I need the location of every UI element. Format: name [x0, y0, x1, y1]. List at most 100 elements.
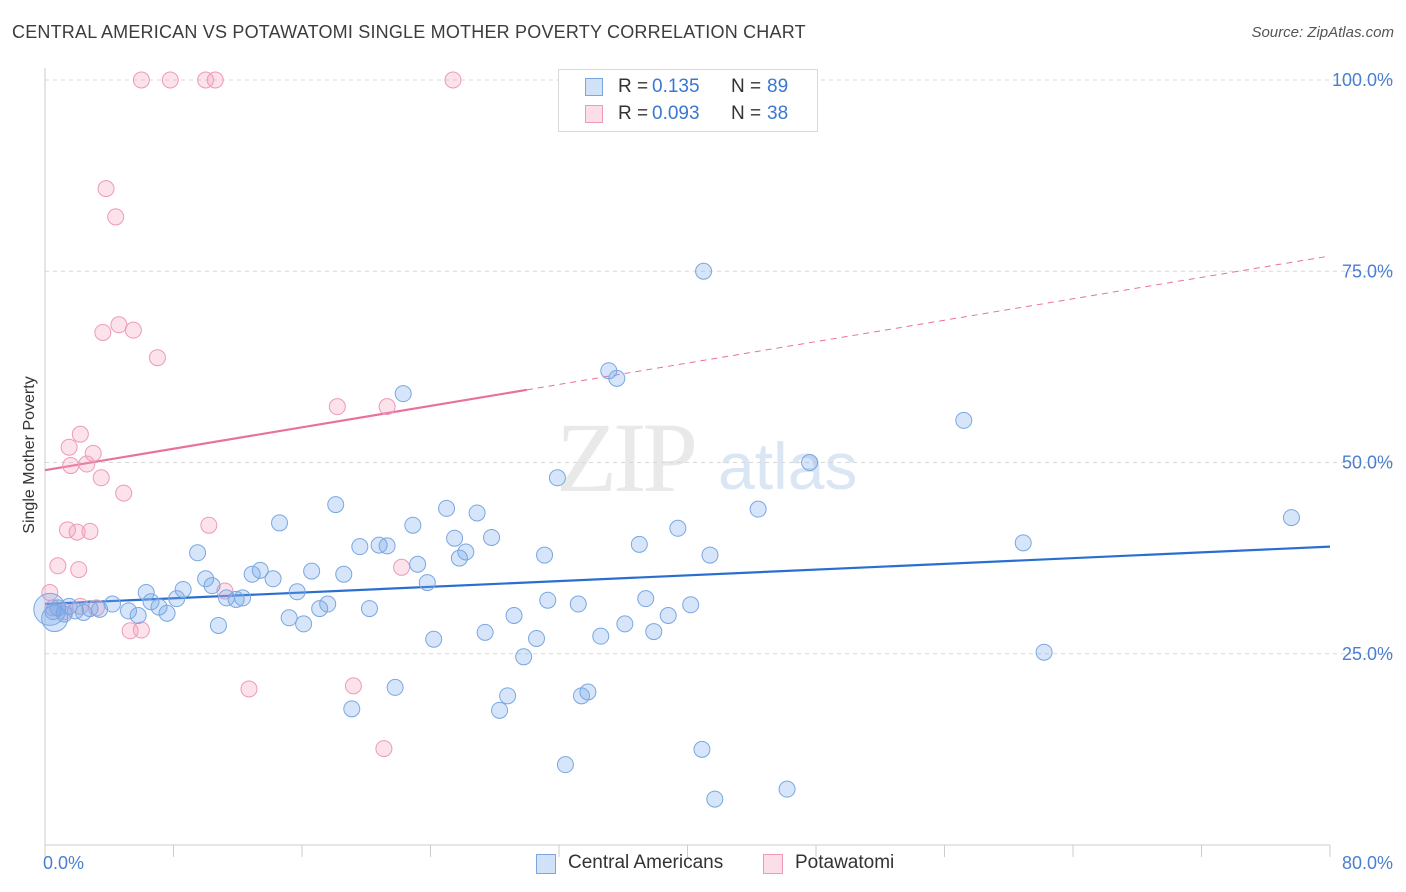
- data-points: [33, 71, 1300, 808]
- point-central-american: [425, 630, 443, 648]
- point-potawatomi: [240, 680, 258, 698]
- x-tick-label: 80.0%: [1342, 853, 1393, 873]
- point-central-american: [695, 262, 713, 280]
- y-tick-label: 75.0%: [1342, 261, 1393, 281]
- point-potawatomi: [148, 349, 166, 367]
- point-central-american: [386, 678, 404, 696]
- point-central-american: [1035, 643, 1053, 661]
- point-central-american: [303, 562, 321, 580]
- legend-r-label: R =: [618, 103, 649, 124]
- point-central-american: [311, 600, 329, 618]
- point-central-american: [457, 543, 475, 561]
- bottom-legend-swatch-pink: [763, 854, 783, 874]
- point-central-american: [209, 616, 227, 634]
- point-central-american: [251, 561, 269, 579]
- point-potawatomi: [49, 557, 67, 575]
- point-central-american: [378, 537, 396, 555]
- point-central-american: [483, 528, 501, 546]
- point-central-american: [280, 609, 298, 627]
- point-central-american: [351, 538, 369, 556]
- point-central-american: [499, 687, 517, 705]
- trend-line-potawatomi-extension: [526, 255, 1331, 391]
- point-central-american: [227, 590, 245, 608]
- y-tick-label: 25.0%: [1342, 644, 1393, 664]
- point-potawatomi: [68, 523, 86, 541]
- point-central-american: [608, 369, 626, 387]
- point-central-american: [630, 535, 648, 553]
- point-central-american: [103, 595, 121, 613]
- legend-n-value: 38: [767, 103, 789, 124]
- point-central-american: [174, 580, 192, 598]
- point-potawatomi: [393, 558, 411, 576]
- point-potawatomi: [378, 398, 396, 416]
- legend-n-label: N =: [731, 103, 762, 124]
- axes: [44, 68, 1331, 857]
- point-central-american: [592, 627, 610, 645]
- point-central-american: [505, 607, 523, 624]
- point-central-american: [476, 623, 494, 641]
- point-potawatomi: [344, 677, 362, 695]
- point-central-american: [669, 519, 687, 537]
- point-potawatomi: [444, 71, 462, 89]
- legend-n-label: N =: [731, 76, 762, 97]
- legend-n-value: 89: [767, 76, 789, 97]
- y-tick-label: 50.0%: [1342, 453, 1393, 473]
- point-central-american: [404, 516, 422, 534]
- point-potawatomi: [206, 71, 224, 89]
- point-central-american: [536, 546, 554, 564]
- point-central-american: [801, 454, 819, 471]
- point-central-american: [706, 790, 724, 808]
- point-potawatomi: [84, 444, 102, 462]
- point-central-american: [450, 549, 468, 567]
- point-central-american: [168, 590, 186, 608]
- y-tick-label: 100.0%: [1332, 70, 1393, 90]
- point-central-american: [319, 595, 337, 613]
- point-potawatomi: [97, 180, 115, 198]
- point-central-american: [335, 565, 353, 583]
- point-central-american: [1014, 534, 1032, 552]
- point-central-american: [360, 600, 378, 618]
- point-central-american: [295, 615, 313, 633]
- point-central-american: [409, 555, 427, 573]
- point-central-american: [682, 596, 700, 614]
- point-central-american: [693, 740, 711, 758]
- point-potawatomi: [94, 323, 112, 341]
- point-potawatomi: [132, 621, 150, 639]
- legend-box: R = 0.135 N = 89 R = 0.093 N = 38: [558, 69, 818, 132]
- point-central-american: [749, 500, 767, 518]
- point-central-american: [548, 469, 566, 487]
- point-central-american: [491, 701, 509, 719]
- trend-line-potawatomi: [44, 388, 528, 472]
- point-central-american: [616, 615, 634, 633]
- point-potawatomi: [132, 71, 150, 89]
- point-central-american: [197, 570, 215, 588]
- point-potawatomi: [78, 455, 96, 473]
- point-central-american: [81, 600, 99, 618]
- bottom-legend-label: Central Americans: [568, 852, 724, 873]
- point-potawatomi: [60, 438, 78, 456]
- watermark-zip: ZIP: [556, 402, 698, 513]
- point-potawatomi: [71, 425, 89, 443]
- legend-r-value: 0.135: [652, 76, 700, 97]
- point-central-american: [446, 529, 464, 547]
- point-central-american: [569, 595, 587, 613]
- point-potawatomi: [70, 561, 88, 579]
- point-central-american: [468, 504, 486, 522]
- point-central-american: [637, 590, 655, 608]
- point-potawatomi: [328, 398, 346, 416]
- point-central-american: [659, 607, 677, 624]
- legend-r-value: 0.093: [652, 103, 700, 124]
- point-central-american: [645, 623, 663, 641]
- point-central-american: [438, 499, 456, 517]
- point-central-american: [418, 574, 436, 592]
- point-central-american: [264, 570, 282, 588]
- legend-swatch-pink: [585, 105, 603, 123]
- point-potawatomi: [115, 484, 133, 502]
- point-central-american: [41, 605, 69, 633]
- point-potawatomi: [375, 740, 393, 758]
- legend-r-label: R =: [618, 76, 649, 97]
- point-central-american: [579, 683, 597, 701]
- point-central-american: [120, 602, 138, 620]
- trend-lines: [44, 255, 1331, 606]
- point-central-american: [91, 600, 109, 618]
